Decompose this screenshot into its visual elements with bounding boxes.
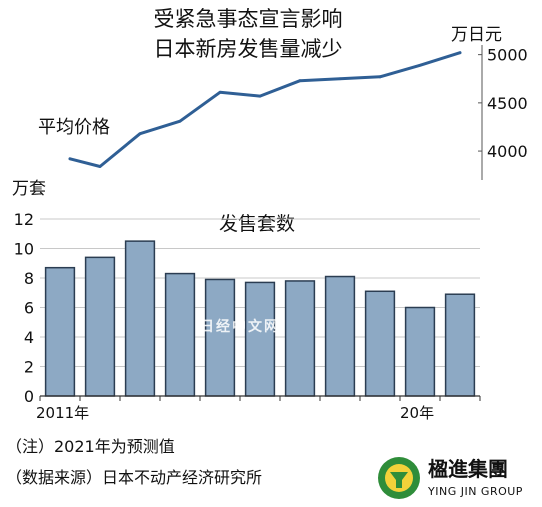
bar-x-ticks: [39, 396, 481, 401]
line-y-tick-label: 5000: [487, 46, 528, 65]
price-point: [138, 132, 142, 136]
note-source: （数据来源）日本不动产经济研究所: [6, 468, 262, 487]
line-series-label: 平均价格: [38, 117, 110, 138]
bar: [284, 280, 316, 397]
bar: [124, 240, 156, 397]
bar-y-tick-label: 0: [24, 387, 34, 406]
bar-y-tick-label: 2: [24, 358, 34, 377]
bar: [404, 306, 436, 397]
watermark: 日经中文网: [200, 318, 280, 335]
bar-y-tick-label: 10: [14, 240, 34, 259]
bar-unit-label: 万套: [12, 179, 46, 199]
line-y-tick-label: 4500: [487, 94, 528, 113]
price-point: [378, 75, 382, 79]
note-forecast: （注）2021年为预测值: [6, 437, 175, 456]
price-point: [258, 94, 262, 98]
bars: [44, 240, 476, 397]
price-point: [98, 165, 102, 168]
bar: [204, 278, 236, 397]
price-point: [418, 63, 422, 67]
x-tick-label-first: 2011年: [36, 404, 89, 422]
bar-y-tick-label: 6: [24, 299, 34, 318]
price-point: [68, 157, 72, 161]
bar: [444, 293, 476, 397]
bar-chart-title: 发售套数: [219, 213, 295, 235]
price-line: [68, 51, 462, 168]
bar-y-tick-label: 12: [14, 210, 34, 229]
logo-name-en: YING JIN GROUP: [427, 485, 523, 498]
bar: [84, 256, 116, 397]
line-y-tick-label: 4000: [487, 142, 528, 161]
bar: [364, 290, 396, 397]
bar-y-tick-label: 8: [24, 269, 34, 288]
bar: [244, 281, 276, 397]
price-points: [68, 51, 462, 168]
price-point: [178, 119, 182, 123]
line-y-ticks: 4000 4500 5000: [478, 46, 528, 161]
bar: [44, 266, 76, 397]
logo-name-cn: 楹進集團: [428, 457, 508, 481]
price-point: [458, 51, 462, 55]
price-point: [298, 79, 302, 83]
price-point: [338, 77, 342, 81]
company-logo: [378, 457, 420, 499]
bar: [164, 272, 196, 397]
chart-title-line-1: 受紧急事态宣言影响: [154, 7, 343, 31]
price-point: [218, 90, 222, 94]
bar: [324, 275, 356, 397]
chart-title-line-2: 日本新房发售量减少: [154, 37, 343, 61]
bar-y-tick-label: 4: [24, 328, 34, 347]
line-unit-label: 万日元: [451, 25, 502, 45]
bar-y-ticks: 0 2 4 6 8 10 12: [14, 210, 34, 406]
x-tick-label-last: 20年: [400, 404, 434, 422]
